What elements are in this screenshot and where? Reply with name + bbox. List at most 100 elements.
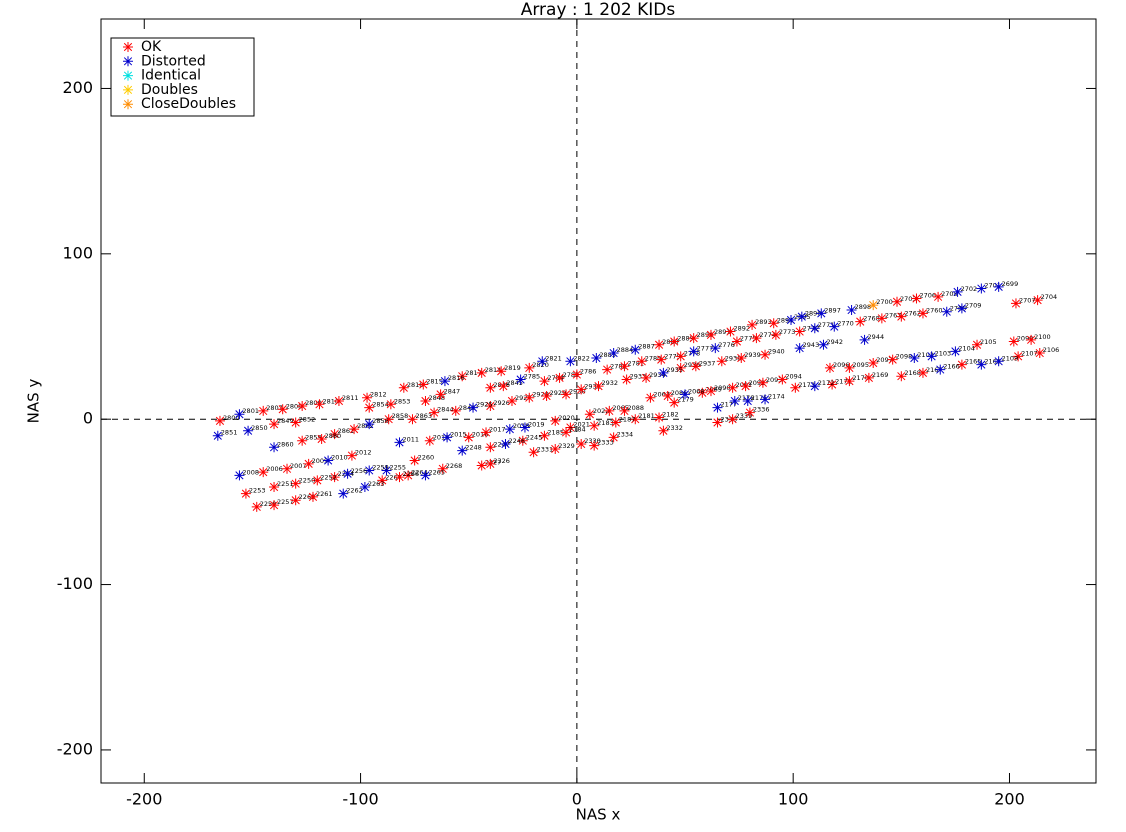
kid-label: 2851 (221, 429, 238, 437)
kid-label: 2100 (1034, 333, 1051, 341)
legend-label: Distorted (141, 53, 206, 69)
kid-label: 2006 (266, 465, 283, 473)
kid-label: 2702 (961, 285, 978, 293)
kid-label: 2094 (785, 373, 802, 381)
kid-label: 2933 (630, 373, 647, 381)
kid-marker (504, 424, 515, 435)
kid-marker (576, 438, 587, 449)
kid-label: 2926 (493, 399, 510, 407)
kid-label: 2843 (459, 404, 476, 412)
kid-label: 2262 (346, 487, 363, 495)
kid-label: 2812 (370, 391, 387, 399)
kid-marker (727, 414, 738, 425)
legend-marker (123, 70, 133, 81)
kid-marker (468, 402, 479, 413)
kid-label: 2818 (407, 381, 424, 389)
kid-label: 2701 (984, 282, 1001, 290)
kid-marker (760, 394, 771, 405)
kid-marker (777, 374, 788, 385)
y-tick-label: -100 (57, 574, 93, 593)
kid-marker (418, 379, 429, 390)
kid-marker (550, 415, 561, 426)
kid-label: 2099 (1017, 334, 1034, 342)
kid-marker (307, 491, 318, 502)
kid-label: 2709 (965, 301, 982, 309)
kid-marker (420, 470, 431, 481)
kid-label: 2885 (599, 351, 616, 359)
kid-label: 2086 (671, 389, 688, 397)
kid-label: 2008 (242, 468, 259, 476)
x-axis-title: NAS x (576, 806, 621, 824)
kid-marker (591, 353, 602, 364)
kid-label: 2022 (593, 407, 610, 415)
legend-marker (123, 42, 133, 52)
kid-label: 2330 (584, 437, 601, 445)
kid-label: 2845 (506, 379, 523, 387)
kid-label: 2929 (550, 389, 567, 397)
kid-label: 2259 (372, 463, 389, 471)
kid-label: 2852 (299, 415, 316, 423)
kid-label: 2934 (649, 371, 666, 379)
chart-title: Array : 1 202 KIDs (521, 0, 676, 20)
legend-label: Identical (141, 68, 201, 84)
kid-marker (338, 488, 349, 499)
kid-label: 2176 (738, 394, 755, 402)
kid-label: 2815 (426, 377, 443, 385)
kid-label: 2781 (627, 359, 644, 367)
kid-label: 2020 (558, 414, 575, 422)
kid-marker (333, 396, 344, 406)
kid-label: 2801 (242, 407, 259, 415)
kid-label: 2019 (528, 420, 545, 428)
kid-label: 2175 (751, 394, 768, 402)
kid-label: 2931 (584, 382, 601, 390)
kid-marker (234, 470, 245, 481)
kid-label: 2783 (563, 371, 580, 379)
kid-label: 2103 (935, 349, 952, 357)
y-axis-title: NAS y (25, 379, 43, 424)
kid-label: 2760 (926, 306, 943, 314)
kid-label: 2185 (547, 429, 564, 437)
kid-label: 2932 (602, 379, 619, 387)
kid-label: 2245 (526, 434, 543, 442)
kid-marker (243, 425, 254, 436)
kid-marker (993, 281, 1004, 292)
kid-label: 2891 (714, 328, 731, 336)
kid-marker (537, 356, 548, 367)
kid-marker (485, 400, 496, 411)
kid-label: 2326 (493, 457, 510, 465)
y-tick-label: 0 (83, 409, 93, 428)
kid-label: 2167 (926, 366, 943, 374)
kid-label: 2265 (428, 468, 445, 476)
kid-marker (234, 409, 245, 420)
kid-marker (827, 379, 838, 390)
kid-label: 2107 (1021, 349, 1038, 357)
kid-label: 2011 (403, 435, 420, 443)
kid-label: 2170 (852, 374, 869, 382)
kid-label: 2177 (720, 401, 737, 409)
kid-label: 2166 (943, 363, 960, 371)
kid-label: 2333 (597, 439, 614, 447)
kid-marker (485, 442, 496, 453)
kid-marker (429, 407, 440, 418)
kid-marker (457, 445, 468, 456)
kid-label: 2707 (1019, 296, 1036, 304)
kid-marker (589, 420, 600, 431)
kid-label: 2767 (885, 311, 902, 319)
kid-marker (868, 357, 879, 368)
kid-marker (917, 367, 928, 378)
kid-label: 2808 (286, 402, 303, 410)
kid-marker (593, 381, 604, 392)
kid-marker (770, 329, 781, 340)
kid-marker (725, 326, 736, 337)
kid-marker (608, 348, 619, 359)
kid-marker (818, 339, 829, 350)
kid-label: 2187 (619, 415, 636, 423)
kid-marker (329, 472, 340, 483)
kid-marker (933, 291, 944, 302)
legend-marker (123, 56, 133, 67)
kid-marker (576, 384, 587, 395)
kid-label: 2174 (768, 392, 785, 400)
kid-label: 2892 (733, 325, 750, 333)
kid-marker (729, 396, 740, 406)
legend-box (110, 37, 255, 117)
